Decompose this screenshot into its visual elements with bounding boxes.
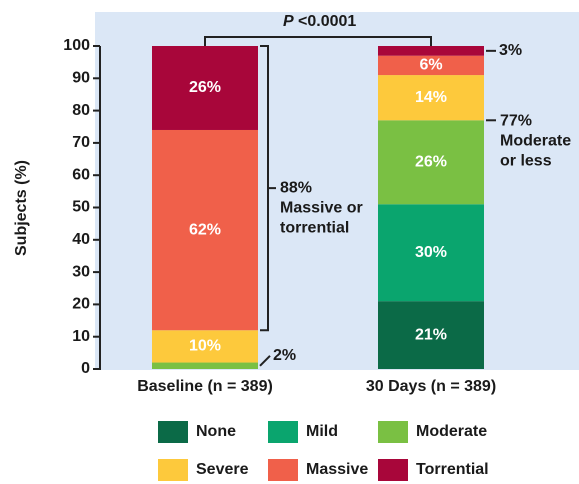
legend-label: Torrential	[416, 461, 489, 478]
y-tick-label: 80	[72, 102, 90, 119]
leader-line	[259, 355, 271, 367]
legend-swatch	[158, 421, 188, 443]
data-label: 26%	[189, 79, 221, 96]
legend-label: None	[196, 423, 236, 440]
bracket-label: torrential	[280, 219, 349, 236]
bar-segment	[152, 362, 258, 369]
bar-segment	[378, 55, 484, 76]
p-bracket	[204, 36, 432, 46]
y-tick-label: 20	[72, 296, 90, 313]
y-tick-label: 30	[72, 263, 90, 280]
y-tick-label: 90	[72, 70, 90, 87]
y-tick-label: 60	[72, 166, 90, 183]
bracket-label: 77%	[500, 113, 532, 130]
data-label: 62%	[189, 221, 221, 238]
bracket-label: or less	[500, 153, 552, 170]
bar-segment	[378, 46, 484, 56]
legend-swatch	[268, 421, 298, 443]
range-bracket	[260, 45, 276, 332]
y-axis-label: Subjects (%)	[13, 160, 30, 256]
y-tick-label: 10	[72, 328, 90, 345]
data-label: 21%	[415, 326, 447, 343]
y-tick-label: 70	[72, 134, 90, 151]
legend-label: Massive	[306, 461, 368, 478]
bracket-label: Moderate	[500, 133, 571, 150]
data-label: 26%	[415, 153, 447, 170]
legend-swatch	[378, 421, 408, 443]
bracket-label: 88%	[280, 179, 312, 196]
y-tick-label: 100	[63, 37, 90, 54]
y-tick-label: 50	[72, 199, 90, 216]
bar-segment	[378, 301, 484, 369]
data-label: 14%	[415, 89, 447, 106]
legend-label: Moderate	[416, 423, 487, 440]
data-label: 2%	[273, 347, 296, 364]
y-tick-label: 40	[72, 231, 90, 248]
p-symbol: P	[283, 13, 294, 30]
p-value: <0.0001	[298, 13, 356, 30]
x-tick-label: Baseline (n = 389)	[137, 378, 273, 395]
data-label: 3%	[499, 42, 522, 59]
legend-swatch	[158, 459, 188, 481]
bar-segment	[152, 129, 258, 331]
y-tick-label: 0	[81, 360, 90, 377]
bar-segment	[378, 75, 484, 121]
legend-swatch	[378, 459, 408, 481]
data-label: 10%	[189, 338, 221, 355]
bar-segment	[378, 120, 484, 205]
data-label: 30%	[415, 244, 447, 261]
legend-label: Severe	[196, 461, 249, 478]
bracket-label: Massive or	[280, 199, 363, 216]
legend-swatch	[268, 459, 298, 481]
legend-label: Mild	[306, 423, 338, 440]
bar-segment	[378, 204, 484, 302]
x-tick-label: 30 Days (n = 389)	[366, 378, 496, 395]
bar-segment	[152, 330, 258, 363]
data-label: 6%	[419, 57, 442, 74]
bar-segment	[152, 46, 258, 130]
